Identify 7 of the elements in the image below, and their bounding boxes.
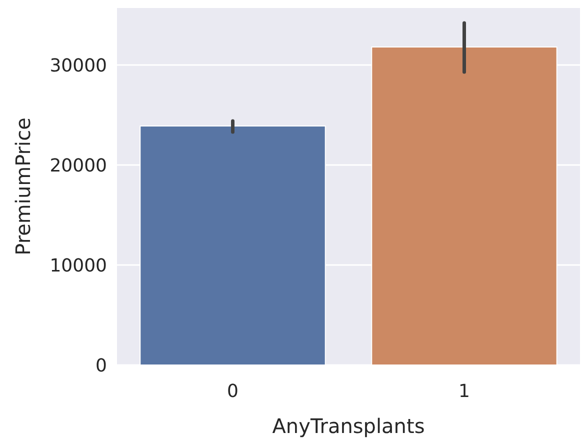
y-tick-label: 20000 <box>50 155 107 176</box>
y-axis-title: PremiumPrice <box>11 118 35 256</box>
y-tick-label: 30000 <box>50 55 107 76</box>
y-tick-label: 0 <box>96 355 107 376</box>
y-tick-label: 10000 <box>50 255 107 276</box>
x-axis-title: AnyTransplants <box>272 414 425 438</box>
x-tick-label: 1 <box>458 381 470 402</box>
